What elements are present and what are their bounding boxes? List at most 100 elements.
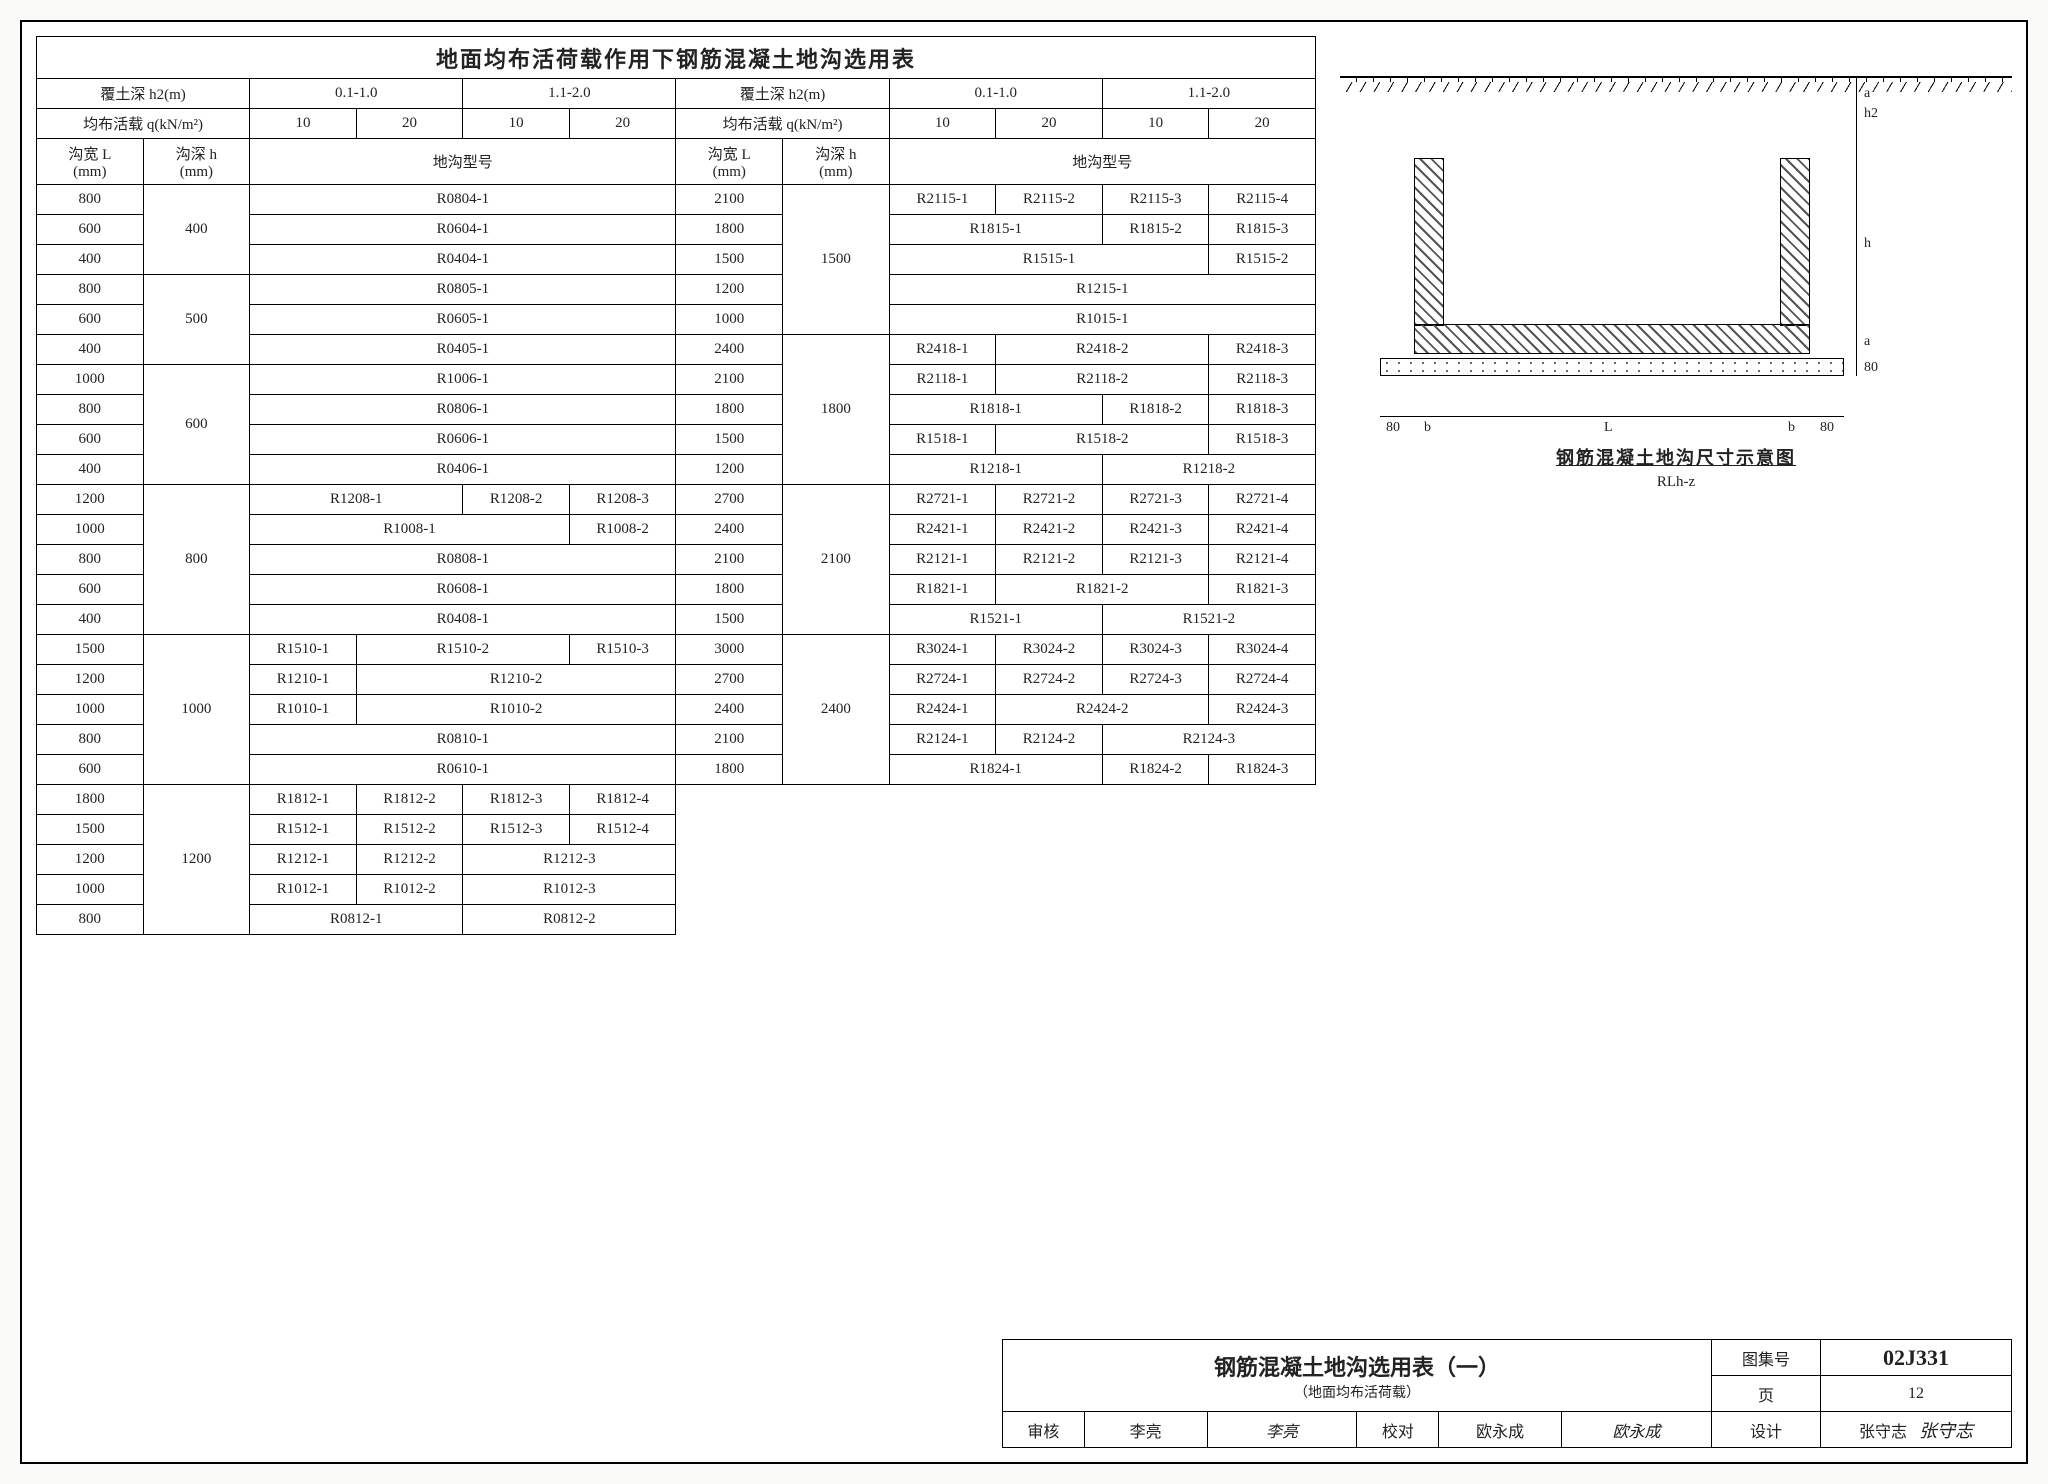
table-cell: 2100 [676,365,783,395]
table-cell: 1200 [37,665,144,695]
table-cell: R1512-1 [250,815,357,845]
table-cell: R0605-1 [250,305,676,335]
table-cell: R1518-1 [889,425,996,455]
table-cell: R1012-2 [356,875,463,905]
table-cell: 20 [1209,109,1316,139]
table-cell: R2424-1 [889,695,996,725]
table-cell: R1824-3 [1209,755,1316,785]
table-cell: R2115-2 [996,185,1103,215]
table-cell: 1800 [676,575,783,605]
dim-a: a [1864,86,1870,102]
table-cell: R2424-3 [1209,695,1316,725]
table-cell: 2400 [676,515,783,545]
table-cell: 1500 [676,245,783,275]
table-cell: 覆土深 h2(m) [37,79,250,109]
table-cell: R1210-1 [250,665,357,695]
design-signature: 张守志 [1919,1421,1973,1441]
table-cell: R1012-3 [463,875,676,905]
table-cell: R1010-1 [250,695,357,725]
table-cell: 1500 [676,425,783,455]
table-cell: 1000 [37,515,144,545]
table-cell: R1008-1 [250,515,570,545]
sheet-title: 钢筋混凝土地沟选用表（一） [1004,1350,1710,1382]
table-cell: R1015-1 [889,305,1315,335]
table-cell: R1818-2 [1102,395,1209,425]
table-cell: 1200 [143,785,250,935]
table-cell: 600 [37,425,144,455]
table-cell: R2721-4 [1209,485,1316,515]
design-name: 张守志 [1859,1424,1907,1441]
table-cell: R2121-1 [889,545,996,575]
table-cell: R1510-2 [356,635,569,665]
table-cell: R1518-2 [996,425,1209,455]
dim-a2: a [1864,334,1870,350]
table-cell: R0405-1 [250,335,676,365]
table-cell: 2400 [783,635,890,785]
table-cell: 10 [889,109,996,139]
table-cell: 400 [37,245,144,275]
table-cell: 2700 [676,485,783,515]
table-cell: 1200 [676,455,783,485]
table-cell: R1012-1 [250,875,357,905]
sheet-subtitle: （地面均布活荷载） [1004,1382,1710,1402]
table-cell: R1812-3 [463,785,570,815]
table-cell: 沟宽 L (mm) [676,139,783,185]
table-cell: 1500 [783,185,890,335]
table-cell: R2118-1 [889,365,996,395]
check-name: 李亮 [1084,1412,1207,1448]
table-cell: R1006-1 [250,365,676,395]
table-cell: 覆土深 h2(m) [676,79,889,109]
table-cell: R1812-4 [569,785,676,815]
atlas-number: 02J331 [1821,1340,2012,1376]
table-cell: R2118-3 [1209,365,1316,395]
table-cell: 600 [143,365,250,485]
table-cell: R1010-2 [356,695,676,725]
table-cell: R1218-1 [889,455,1102,485]
table-cell: R1824-1 [889,755,1102,785]
table-cell: 20 [356,109,463,139]
dim-80v: 80 [1864,360,1878,376]
table-cell: 0.1-1.0 [889,79,1102,109]
table-cell: R1815-3 [1209,215,1316,245]
table-cell: R1212-3 [463,845,676,875]
table-cell: R0812-1 [250,905,463,935]
table-cell: 1000 [676,305,783,335]
table-cell: 20 [569,109,676,139]
table-cell: R0812-2 [463,905,676,935]
diagram-subcaption: RLh-z [1340,474,2012,491]
table-cell: R1824-2 [1102,755,1209,785]
table-cell: R2721-2 [996,485,1103,515]
table-cell: R2115-4 [1209,185,1316,215]
table-cell: R2421-1 [889,515,996,545]
table-cell: 10 [463,109,570,139]
table-cell: R2118-2 [996,365,1209,395]
drawing-page: 地面均布活荷载作用下钢筋混凝土地沟选用表覆土深 h2(m)0.1-1.01.1-… [20,20,2028,1464]
table-cell: 1500 [37,815,144,845]
table-cell: 800 [37,905,144,935]
table-cell: 800 [37,545,144,575]
table-cell: R3024-3 [1102,635,1209,665]
table-cell: R1510-3 [569,635,676,665]
table-cell: R2121-3 [1102,545,1209,575]
table-cell: R0404-1 [250,245,676,275]
table-cell: R1821-1 [889,575,996,605]
table-cell: R0606-1 [250,425,676,455]
diagram-caption: 钢筋混凝土地沟尺寸示意图 [1340,444,2012,470]
table-cell: 2100 [676,725,783,755]
table-cell: R1812-1 [250,785,357,815]
table-cell: R3024-4 [1209,635,1316,665]
table-cell: 均布活载 q(kN/m²) [37,109,250,139]
table-cell: 1800 [676,755,783,785]
table-cell: R2724-1 [889,665,996,695]
table-cell: 1.1-2.0 [1102,79,1315,109]
table-cell: 500 [143,275,250,365]
table-cell: R1210-2 [356,665,676,695]
table-cell: R2124-3 [1102,725,1315,755]
table-cell: R0610-1 [250,755,676,785]
table-cell: R1218-2 [1102,455,1315,485]
selection-tables: 地面均布活荷载作用下钢筋混凝土地沟选用表覆土深 h2(m)0.1-1.01.1-… [36,36,1316,935]
dim-b2: b [1788,420,1795,436]
table-cell: R2418-3 [1209,335,1316,365]
table-cell: R1008-2 [569,515,676,545]
table-cell: R1515-2 [1209,245,1316,275]
